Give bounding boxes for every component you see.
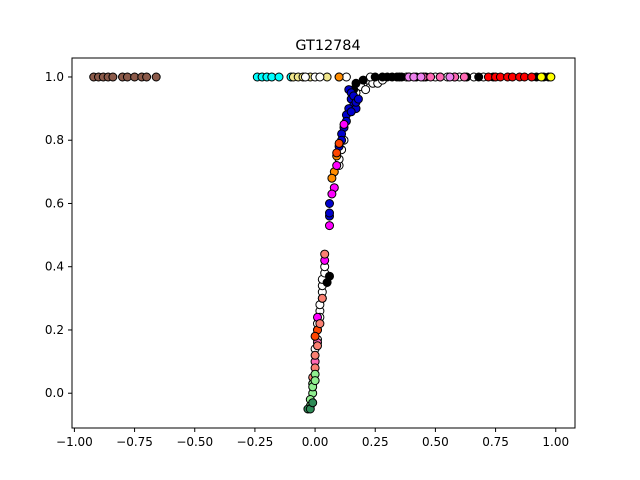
data-point-s3-10 (361, 85, 371, 95)
data-point-s0-9 (142, 72, 152, 82)
data-point-s5-0 (334, 72, 344, 82)
data-point-s10-16 (325, 199, 334, 208)
data-point-s4-21 (325, 271, 334, 281)
data-point-s3-0 (300, 72, 310, 82)
data-point-s6-1 (426, 72, 436, 82)
data-point-s13-3 (310, 350, 320, 360)
data-point-s12-0 (332, 148, 342, 158)
data-point-s15-2 (308, 398, 318, 408)
data-point-s13-0 (320, 249, 330, 259)
x-tick-label: 0.25 (362, 435, 389, 449)
data-point-s13-6 (315, 319, 325, 329)
x-tick-label: −1.00 (56, 435, 93, 449)
data-point-s12-3 (310, 331, 320, 341)
data-point-s13-2 (313, 341, 322, 351)
data-point-s13-1 (317, 293, 327, 303)
plot-frame (71, 57, 576, 429)
data-point-s6-2 (435, 72, 445, 82)
data-point-s10-14 (353, 94, 363, 104)
y-tick-label: 1.0 (45, 70, 64, 84)
data-point-s11-4 (332, 161, 342, 170)
data-point-s9-1 (546, 72, 556, 82)
y-axis: 0.0 0.2 0.4 0.6 0.8 1.0 (45, 70, 72, 400)
data-point-s14-6 (310, 376, 320, 386)
data-point-s1-4 (274, 72, 284, 82)
x-tick-label: 0.00 (302, 435, 329, 449)
y-tick-label: 0.6 (45, 196, 64, 210)
y-tick-label: 0.0 (45, 386, 64, 400)
x-tick-label: −0.50 (176, 435, 213, 449)
data-point-s7-2 (416, 72, 426, 82)
data-point-s7-3 (445, 72, 455, 82)
x-tick-label: 1.00 (542, 435, 569, 449)
x-tick-label: −0.75 (116, 435, 153, 449)
data-point-s10-15 (346, 107, 356, 117)
data-point-s8-7 (527, 72, 537, 82)
x-tick-label: 0.50 (422, 435, 449, 449)
data-point-s11-2 (327, 189, 337, 199)
data-point-s0-4 (108, 72, 118, 82)
data-point-s0-10 (151, 72, 161, 82)
chart-title: GT12784 (295, 38, 360, 54)
data-point-s11-0 (339, 119, 349, 129)
y-tick-label: 0.8 (45, 133, 64, 147)
data-point-s10-18 (325, 208, 334, 218)
data-point-s3-2 (315, 72, 325, 82)
data-point-s5-3 (327, 173, 337, 183)
x-tick-label: 0.75 (482, 435, 509, 449)
data-point-s11-3 (325, 221, 334, 231)
data-point-s9-0 (536, 72, 546, 82)
data-point-s12-1 (334, 138, 344, 148)
x-tick-label: −0.25 (237, 435, 274, 449)
data-point-s6-4 (459, 72, 469, 82)
y-tick-label: 0.4 (45, 260, 64, 274)
data-point-s4-12 (474, 72, 484, 82)
x-axis: −1.00 −0.75 −0.50 −0.25 0.00 0.25 0.50 0.75 1.00 (56, 428, 569, 449)
y-tick-label: 0.2 (45, 323, 64, 337)
data-point-s4-17 (358, 75, 368, 85)
data-points (89, 72, 556, 414)
